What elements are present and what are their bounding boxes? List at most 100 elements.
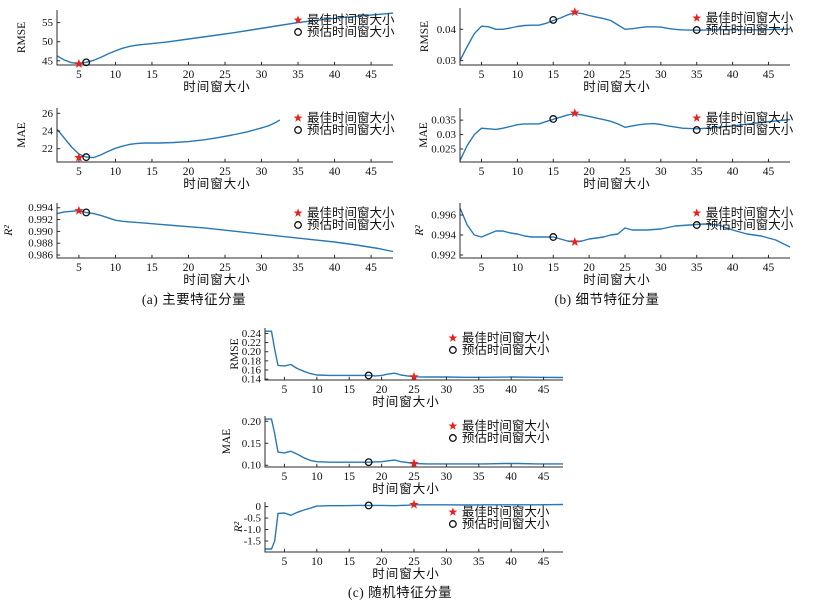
x-tick-label: 45 — [538, 556, 550, 568]
legend-best-label: 最佳时间窗大小 — [307, 206, 395, 220]
x-tick-label: 5 — [76, 262, 82, 274]
legend-star-icon — [692, 13, 702, 22]
x-tick-label: 5 — [282, 471, 288, 483]
x-tick-label: 10 — [311, 471, 323, 483]
legend-star-icon — [692, 208, 702, 217]
y-tick-label: 0.992 — [28, 214, 53, 226]
x-tick-label: 20 — [183, 166, 195, 178]
y-tick-label: 0.22 — [242, 337, 261, 349]
series-line — [459, 207, 791, 248]
axes — [459, 108, 790, 163]
x-tick-label: 30 — [441, 471, 453, 483]
x-tick-label: 25 — [219, 166, 231, 178]
x-tick-label: 45 — [763, 69, 775, 81]
plot-c-mae: 0.10 0.15 0.20 5 10 15 20 25 30 35 40 45 MAE 时间窗大小 最佳时… — [221, 416, 563, 496]
x-tick-label: 5 — [479, 262, 485, 274]
best-window-marker-icon — [74, 152, 84, 162]
legend-star-icon — [293, 113, 303, 122]
x-tick-label: 40 — [727, 166, 739, 178]
x-tick-label: 35 — [473, 556, 485, 568]
x-axis-label: 时间窗大小 — [372, 395, 440, 409]
x-tick-label: 10 — [512, 166, 524, 178]
series-line — [56, 12, 394, 65]
legend-star-icon — [448, 507, 458, 516]
estimated-window-marker-icon — [82, 208, 91, 217]
y-tick-label: 26 — [42, 108, 54, 120]
plot-b-r2: 0.992 0.994 0.996 5 10 15 20 25 30 35 40 45 R² 时间窗大小 最… — [414, 203, 794, 286]
x-axis-label: 时间窗大小 — [183, 273, 251, 286]
x-tick-label: 10 — [110, 69, 122, 81]
estimated-window-marker-icon — [364, 371, 373, 380]
x-tick-label: 40 — [329, 69, 341, 81]
best-window-marker-icon — [409, 499, 419, 509]
x-tick-label: 45 — [763, 166, 775, 178]
y-tick-label: 0.996 — [431, 210, 456, 222]
x-axis-label: 时间窗大小 — [183, 177, 251, 190]
x-tick-label: 15 — [146, 166, 158, 178]
x-tick-label: 45 — [365, 166, 377, 178]
x-tick-label: 5 — [76, 166, 82, 178]
x-tick-label: 20 — [583, 262, 595, 274]
chart-b-r2: 0.992 0.994 0.996 5 10 15 20 25 30 35 40 45 R² 时间窗大小 最… — [413, 190, 825, 286]
axes — [56, 10, 393, 66]
x-tick-label: 15 — [548, 262, 560, 274]
x-tick-label: 20 — [583, 166, 595, 178]
legend-circle-icon — [294, 126, 302, 134]
axes — [56, 203, 393, 259]
legend-est-label: 预估时间窗大小 — [307, 123, 395, 137]
legend-circle-icon — [692, 126, 701, 134]
estimated-window-marker-icon — [364, 501, 373, 510]
x-axis-label: 时间窗大小 — [183, 80, 251, 94]
x-tick-label: 15 — [343, 471, 355, 483]
legend-est-label: 预估时间窗大小 — [307, 25, 395, 39]
x-tick-label: 40 — [329, 166, 341, 178]
x-tick-label: 35 — [473, 384, 485, 396]
x-tick-label: 30 — [441, 384, 453, 396]
chart-b-rmse: 0.03 0.04 5 10 15 20 25 30 35 40 45 RMSE 时间窗大小 最佳时间窗大… — [413, 0, 825, 95]
x-tick-label: 25 — [408, 384, 420, 396]
x-tick-label: 30 — [256, 262, 268, 274]
y-tick-label: 45 — [42, 55, 54, 67]
x-tick-label: 20 — [583, 69, 595, 81]
legend-best-label: 最佳时间窗大小 — [462, 505, 550, 519]
x-tick-label: 25 — [619, 262, 631, 274]
y-axis-label: MAE — [221, 429, 233, 455]
y-tick-label: 24 — [42, 126, 54, 138]
x-tick-label: 10 — [311, 556, 323, 568]
y-axis-label: MAE — [16, 122, 28, 148]
x-tick-label: 35 — [691, 262, 703, 274]
estimated-window-marker-icon — [549, 15, 558, 24]
y-tick-label: 0.20 — [242, 416, 262, 428]
plot-b-rmse: 0.03 0.04 5 10 15 20 25 30 35 40 45 RMSE 时间窗大小 最佳时间窗大… — [419, 7, 794, 94]
chart-c-r2: 0 -0.5 -1.0 -1.5 5 10 15 20 25 30 35 40 45 R² 时间窗大小 最佳时… — [130, 496, 690, 588]
legend-circle-icon — [448, 346, 457, 354]
x-tick-label: 5 — [479, 166, 485, 178]
series-line — [56, 119, 281, 159]
best-window-marker-icon — [570, 108, 580, 118]
axes — [459, 203, 790, 259]
best-window-marker-icon — [74, 205, 84, 215]
x-tick-label: 10 — [512, 69, 524, 81]
chart-a-rmse: 45 50 55 5 10 15 20 25 30 35 40 45 RMSE 时间窗大小 最佳时间窗大小预… — [0, 0, 412, 95]
y-tick-label: 0.14 — [242, 374, 262, 386]
best-window-marker-icon — [409, 371, 419, 381]
legend-best-label: 最佳时间窗大小 — [462, 331, 550, 345]
x-tick-label: 5 — [76, 69, 82, 81]
axes — [264, 502, 563, 553]
x-tick-label: 45 — [763, 262, 775, 274]
x-tick-label: 20 — [183, 69, 195, 81]
x-tick-label: 15 — [146, 69, 158, 81]
axes — [264, 328, 563, 381]
best-window-marker-icon — [570, 7, 580, 17]
x-tick-label: 5 — [282, 556, 288, 568]
y-tick-label: 0 — [256, 501, 262, 513]
x-tick-label: 35 — [292, 262, 304, 274]
y-axis-label: MAE — [418, 122, 430, 148]
y-tick-label: 0.03 — [437, 55, 457, 67]
caption-b: (b) 细节特征分量 — [554, 292, 660, 307]
legend-circle-icon — [294, 221, 302, 229]
legend-best-label: 最佳时间窗大小 — [706, 11, 794, 25]
y-axis-label: RMSE — [16, 22, 28, 53]
legend-circle-icon — [448, 434, 457, 442]
